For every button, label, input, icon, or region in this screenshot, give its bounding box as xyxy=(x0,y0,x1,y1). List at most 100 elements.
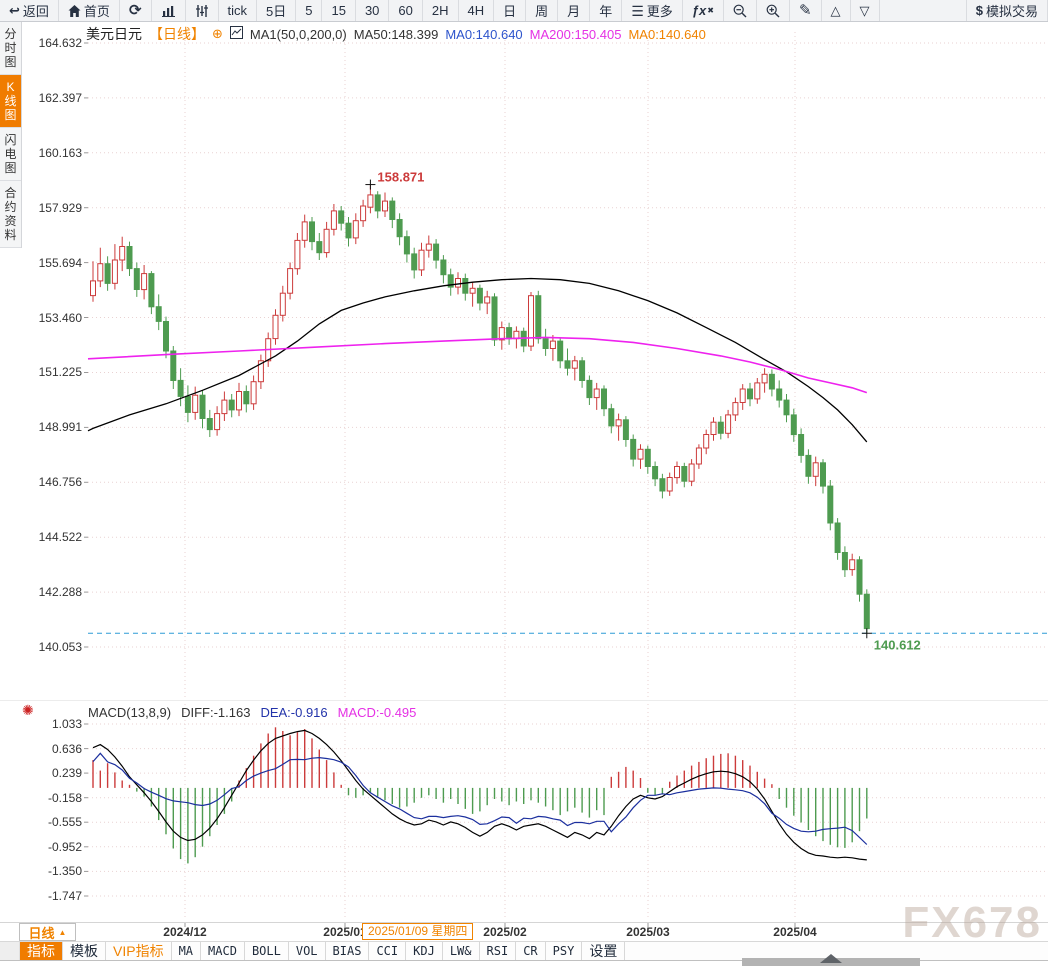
tab-boll[interactable]: BOLL xyxy=(245,942,289,960)
ma0-blue-value: MA0:140.640 xyxy=(445,26,523,42)
toolbar-button-candlestick[interactable] xyxy=(186,0,219,21)
y-axis-tick-label: 153.460 xyxy=(38,310,82,325)
y-axis-tick-label: 0.239 xyxy=(51,766,82,781)
toolbar-button-m60[interactable]: 60 xyxy=(389,0,423,21)
toolbar-button-m30[interactable]: 30 xyxy=(356,0,390,21)
tab-cr[interactable]: CR xyxy=(516,942,546,960)
toolbar-label-more: 更多 xyxy=(646,4,673,19)
toolbar-button-m5[interactable]: 5 xyxy=(296,0,323,21)
tab-settings[interactable]: 设置 xyxy=(582,942,626,960)
toolbar-button-back[interactable]: ↩ 返回 xyxy=(0,0,59,21)
tab-template[interactable]: 模板 xyxy=(63,942,106,960)
macd-diff-value: DIFF:-1.163 xyxy=(181,705,251,720)
y-axis-tick-label: 140.053 xyxy=(38,639,82,654)
menu-icon: ☰ xyxy=(631,2,644,19)
toolbar-button-triangle-up[interactable]: △ xyxy=(822,0,851,21)
toolbar-label-m15: 15 xyxy=(331,3,346,18)
tab-cci[interactable]: CCI xyxy=(369,942,407,960)
macd-header: MACD(13,8,9) DIFF:-1.163 DEA:-0.916 MACD… xyxy=(88,705,416,720)
y-axis-tick-label: 164.632 xyxy=(38,36,82,50)
tab-rsi[interactable]: RSI xyxy=(480,942,517,960)
x-axis-tick-label: 2025/04 xyxy=(773,925,817,939)
candlestick-icon xyxy=(195,4,209,17)
toolbar-button-tick[interactable]: tick xyxy=(219,0,258,21)
tab-vol[interactable]: VOL xyxy=(289,942,326,960)
toolbar-button-zoom-out[interactable] xyxy=(724,0,757,21)
tab-indicator[interactable]: 指标 xyxy=(20,942,63,960)
indicator-sun-icon[interactable]: ✺ xyxy=(22,702,34,718)
toolbar-button-zoom-in[interactable] xyxy=(757,0,790,21)
toolbar-button-h4[interactable]: 4H xyxy=(459,0,495,21)
sidebar-item-flash-chart[interactable]: 闪电图 xyxy=(0,128,21,181)
toolbar-label-home: 首页 xyxy=(83,4,110,19)
toolbar-button-sim-trading[interactable]: $ 模拟交易 xyxy=(965,0,1048,21)
sidebar-item-contract-info[interactable]: 合约资料 xyxy=(0,181,21,248)
y-axis-tick-label: 146.756 xyxy=(38,475,82,490)
dollar-icon: $ xyxy=(975,3,983,18)
tab-psy[interactable]: PSY xyxy=(546,942,583,960)
toolbar-label-year: 年 xyxy=(599,4,613,19)
toolbar-label-tick: tick xyxy=(227,3,248,18)
tab-lw[interactable]: LW& xyxy=(443,942,480,960)
toolbar-label-m30: 30 xyxy=(364,3,380,18)
toolbar-button-week[interactable]: 周 xyxy=(526,0,559,21)
triangle-down-icon: ▽ xyxy=(859,3,870,18)
panel-drag-handle[interactable] xyxy=(742,954,920,966)
toolbar-button-day[interactable]: 日 xyxy=(494,0,527,21)
sidebar-item-time-chart[interactable]: 分时图 xyxy=(0,22,21,75)
y-axis-tick-label: -0.555 xyxy=(47,815,82,830)
x-axis-tick-label: 2025/01 xyxy=(323,925,367,939)
chevron-up-icon: ▲ xyxy=(58,927,67,937)
y-axis-tick-label: 1.033 xyxy=(51,716,82,731)
tab-bias[interactable]: BIAS xyxy=(326,942,370,960)
x-axis-tick-label: 2024/12 xyxy=(163,925,207,939)
toolbar-button-more[interactable]: ☰ 更多 xyxy=(622,0,683,21)
period-label[interactable]: 【日线】 xyxy=(149,26,205,42)
ma200-value: MA200:150.405 xyxy=(529,26,622,42)
toolbar-button-bar-chart[interactable] xyxy=(152,0,186,21)
toolbar-button-5d[interactable]: 5日 xyxy=(257,0,297,21)
tab-kdj[interactable]: KDJ xyxy=(406,942,443,960)
y-axis-tick-label: -1.350 xyxy=(47,864,82,879)
toolbar-button-refresh[interactable]: ⟳ xyxy=(120,0,152,21)
ma0-orange-value: MA0:140.640 xyxy=(628,26,706,42)
toolbar-label-5d: 5日 xyxy=(266,4,287,19)
tab-ma[interactable]: MA xyxy=(172,942,202,960)
toolbar-label-h4: 4H xyxy=(467,3,485,18)
crosshair-date-label: 2025/01/09 星期四 xyxy=(362,923,474,940)
toolbar-button-h2[interactable]: 2H xyxy=(423,0,459,21)
y-axis-tick-label: -0.952 xyxy=(47,839,82,854)
toolbar-label-m5: 5 xyxy=(305,3,313,18)
tab-macd[interactable]: MACD xyxy=(201,942,245,960)
toolbar-button-triangle-down[interactable]: ▽ xyxy=(851,0,880,21)
y-axis-tick-label: 148.991 xyxy=(38,420,82,435)
y-axis-tick-label: 144.522 xyxy=(38,530,82,545)
bar-chart-icon xyxy=(161,5,176,17)
svg-text:158.871: 158.871 xyxy=(377,170,424,185)
ma50-value: MA50:148.399 xyxy=(353,26,439,42)
y-axis-tick-label: 0.636 xyxy=(51,741,82,756)
toolbar-button-fx[interactable]: ƒx ✖ xyxy=(683,0,724,21)
macd-value: MACD:-0.495 xyxy=(337,705,417,720)
zoom-out-icon xyxy=(733,4,747,18)
pencil-icon: ✎ xyxy=(798,2,812,19)
y-axis-tick-label: -0.158 xyxy=(47,790,82,805)
toolbar-button-draw[interactable]: ✎ xyxy=(790,0,822,21)
zoom-in-icon xyxy=(766,4,780,18)
tab-vip-indicator[interactable]: VIP指标 xyxy=(106,942,172,960)
toolbar-button-month[interactable]: 月 xyxy=(558,0,591,21)
toolbar-label-month: 月 xyxy=(567,4,581,19)
symbol-name: 美元日元 xyxy=(86,26,142,42)
triangle-up-icon: △ xyxy=(830,3,841,18)
toolbar-button-m15[interactable]: 15 xyxy=(322,0,356,21)
y-axis-tick-label: 151.225 xyxy=(38,365,82,380)
toolbar-label-h2: 2H xyxy=(431,3,449,18)
plus-circle-icon[interactable]: ⊕ xyxy=(212,26,223,41)
period-selector[interactable]: 日线 ▲ xyxy=(19,923,76,941)
chart-settings-icon[interactable] xyxy=(229,26,243,42)
toolbar-button-home[interactable]: 首页 xyxy=(59,0,120,21)
toolbar-button-year[interactable]: 年 xyxy=(590,0,623,21)
